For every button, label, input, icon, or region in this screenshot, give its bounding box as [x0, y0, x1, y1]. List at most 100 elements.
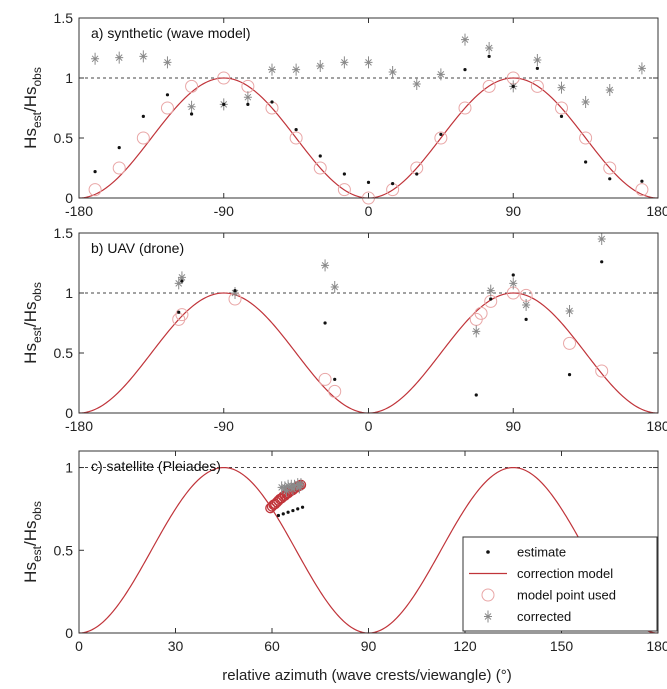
corrected-marker — [295, 481, 304, 494]
y-tick-label: 1 — [65, 285, 73, 301]
estimate-marker — [177, 310, 181, 314]
x-tick-label: 180 — [646, 638, 667, 654]
model-point-used-marker — [328, 384, 342, 398]
estimate-marker — [300, 505, 305, 509]
panel-b: -180 -90 0 90 180 0 0.5 1 1.5 b) UAV (drone) Hsest… — [21, 225, 667, 434]
corrected-marker — [605, 84, 614, 96]
estimate-marker — [366, 180, 371, 184]
estimate-marker — [323, 321, 327, 325]
corrected-marker — [486, 284, 495, 297]
corrected-marker — [461, 33, 469, 46]
corrected-marker — [187, 100, 196, 113]
model-point-used-marker — [555, 101, 568, 115]
model-point-used-marker — [603, 161, 617, 175]
estimate-marker — [246, 102, 250, 106]
model-point-used-marker — [136, 131, 150, 145]
estimate-marker — [600, 260, 604, 264]
y-axis-label: Hsest/Hsobs — [21, 282, 44, 364]
corrected-marker — [557, 81, 566, 94]
model-point-used-marker — [88, 183, 102, 197]
estimate-marker — [165, 93, 170, 97]
y-tick-label: 0 — [65, 190, 73, 206]
y-tick-label: 0.5 — [54, 130, 74, 146]
corrected-marker — [292, 63, 301, 76]
corrected-marker — [91, 52, 100, 65]
estimate-marker — [489, 297, 493, 301]
estimate-marker — [524, 317, 528, 321]
corrected-marker — [533, 54, 542, 66]
model-point-used-marker — [530, 79, 544, 93]
estimate-marker — [608, 177, 612, 181]
plot-area — [79, 233, 658, 413]
y-tick-label: 1 — [65, 460, 73, 476]
corrected-marker — [282, 484, 291, 497]
plot-area — [79, 18, 658, 198]
y-tick-label: 0 — [65, 625, 73, 641]
y-axis-label-part: est — [30, 545, 44, 562]
x-tick-label: -90 — [214, 203, 234, 219]
model-point-used-marker — [318, 372, 332, 386]
estimate-marker — [511, 84, 515, 88]
model-point-used-marker — [482, 79, 496, 93]
estimate-marker — [291, 508, 295, 513]
estimate-marker — [189, 112, 194, 116]
y-axis-label-part: est — [30, 111, 44, 128]
model-point-used-marker — [458, 101, 472, 115]
y-axis-label-part: obs — [30, 501, 44, 520]
x-tick-label: 120 — [453, 638, 477, 654]
model-point-used-marker — [175, 308, 189, 322]
x-axis-label: relative azimuth (wave crests/viewangle)… — [222, 667, 511, 684]
model-point-used-marker — [112, 161, 126, 175]
corrected-marker — [340, 56, 349, 69]
x-tick-label: 90 — [505, 418, 521, 434]
estimate-marker — [640, 179, 644, 183]
estimate-marker — [333, 377, 337, 381]
x-tick-label: 60 — [264, 638, 280, 654]
x-tick-label: 150 — [550, 638, 574, 654]
estimate-marker — [415, 172, 419, 176]
model-point-used-marker — [563, 336, 577, 350]
y-axis-label: Hsest/Hsobs — [21, 501, 44, 583]
corrected-marker — [330, 281, 339, 293]
panel-title: c) satellite (Pleiades) — [91, 458, 221, 474]
corrected-marker — [412, 78, 421, 90]
corrected-marker — [243, 91, 252, 104]
corrected-marker — [485, 42, 494, 54]
estimate-marker — [233, 289, 237, 293]
corrected-marker — [316, 60, 325, 72]
corrected-marker — [637, 62, 646, 75]
model-point-used-marker — [160, 101, 174, 115]
estimate-marker — [281, 512, 285, 516]
panel-c: 0 30 60 90 120 150 180 0 0.5 1 c) satellite (Pleia… — [21, 450, 667, 654]
corrected-marker — [472, 325, 481, 338]
legend-estimate-symbol — [486, 550, 490, 554]
x-tick-label: 0 — [365, 203, 373, 219]
y-axis-label-part: /Hs — [21, 302, 40, 328]
model-point-used-marker — [635, 183, 649, 197]
model-point-used-marker — [313, 161, 327, 175]
corrected-marker — [115, 51, 124, 64]
corrected-marker — [388, 66, 397, 78]
corrected-marker — [597, 233, 606, 245]
estimate-marker — [296, 507, 300, 511]
y-axis-label-part: Hs — [21, 562, 40, 583]
y-tick-label: 1.5 — [54, 10, 74, 26]
x-tick-label: 180 — [646, 203, 667, 219]
estimate-marker — [342, 172, 346, 176]
estimate-marker — [270, 100, 274, 104]
legend-corrected-symbol — [484, 610, 492, 623]
model-point-used-marker — [185, 79, 199, 93]
corrected-marker — [321, 259, 330, 272]
x-tick-label: 90 — [361, 638, 377, 654]
corrected-marker — [163, 56, 172, 69]
model-point-used-marker — [217, 71, 231, 85]
y-axis-label-part: obs — [30, 282, 44, 301]
estimate-marker — [222, 102, 226, 106]
estimate-marker — [584, 160, 588, 164]
estimate-marker — [391, 182, 395, 186]
corrected-marker — [177, 271, 186, 284]
y-axis-label: Hsest/Hsobs — [21, 67, 44, 149]
y-axis-label-part: Hs — [21, 343, 40, 364]
corrected-marker — [139, 50, 148, 63]
